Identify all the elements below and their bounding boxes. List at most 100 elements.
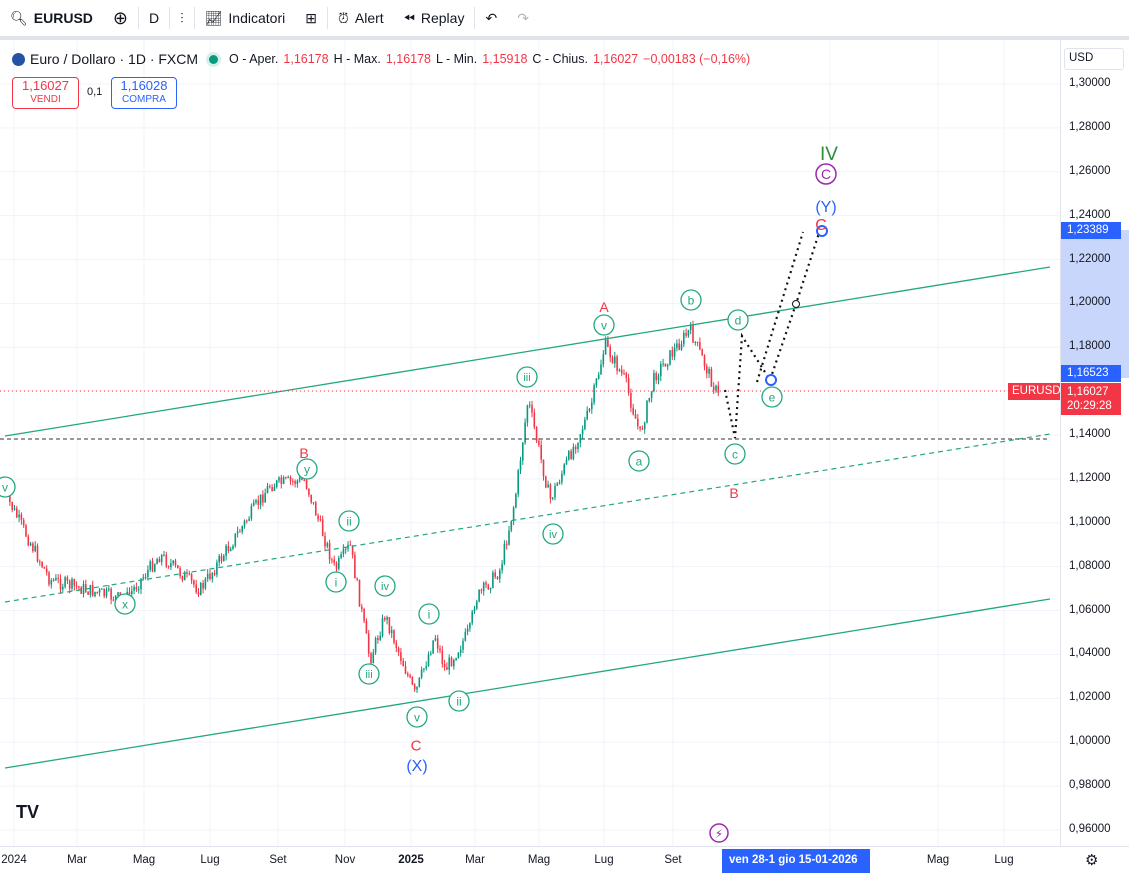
wave-label-x: x (122, 597, 128, 611)
candle-body (197, 592, 200, 595)
candle-body (524, 422, 526, 443)
wave-label-Cc: C (815, 217, 827, 234)
candle-body (225, 545, 227, 556)
symbol-search-button[interactable]: 🔍︎ EURUSD (10, 9, 93, 27)
candle-body (646, 400, 648, 423)
candle-body (234, 533, 237, 546)
indicators-button[interactable]: 📈︎ Indicatori (204, 9, 286, 27)
candle-body (618, 369, 621, 371)
wave-circle (542, 523, 564, 545)
wave-circle (0, 476, 16, 498)
candle-body (432, 640, 434, 654)
candle-body (177, 565, 179, 569)
price-tick-label: 1,10000 (1069, 515, 1111, 528)
candle-body (108, 588, 110, 590)
candle-body (156, 559, 158, 565)
interval-button[interactable]: D (149, 10, 160, 26)
currency-selector[interactable]: USD (1064, 48, 1124, 70)
candle-body (379, 635, 381, 640)
candle-body (216, 562, 218, 575)
sell-button[interactable]: 1,16027 VENDI (12, 77, 79, 109)
candles-icon: ⫶ (180, 9, 184, 26)
candle-body (262, 494, 264, 503)
candle-body (572, 447, 575, 459)
layouts-button[interactable]: ⊞ (295, 0, 327, 36)
candle-body (160, 554, 163, 563)
candle-body (669, 350, 671, 365)
candle-body (542, 459, 545, 477)
candle-body (154, 564, 156, 572)
undo-button[interactable]: ↶ (475, 0, 507, 36)
market-status-icon (209, 54, 219, 64)
price-tick-label: 1,02000 (1069, 691, 1111, 704)
candle-body (289, 476, 292, 481)
buy-button[interactable]: 1,16028 COMPRA (111, 77, 177, 109)
candle-body (227, 545, 230, 551)
target-point (816, 225, 828, 237)
candle-body (616, 356, 618, 371)
replay-button[interactable]: ⏪︎ Replay (403, 9, 465, 27)
price-tick-label: 1,06000 (1069, 603, 1111, 616)
settings-icon[interactable]: ⚙︎ (1085, 852, 1099, 869)
wave-label-B1: B (299, 445, 308, 461)
candle-body (200, 583, 202, 595)
candle-body (347, 544, 349, 549)
candle-body (673, 347, 676, 357)
candle-body (18, 514, 20, 518)
candle-body (706, 366, 708, 374)
price-scale[interactable]: USD 1,30000 1,28000 1,26000 1,24000 1,22000 1… (1060, 40, 1129, 846)
time-scale[interactable]: 2024MarMagLugSetNov2025MarMagLugSetarMag… (0, 846, 1129, 873)
candle-body (232, 545, 234, 550)
candle-body (666, 364, 669, 367)
candle-body (384, 617, 386, 620)
candle-body (133, 587, 135, 591)
candle-body (505, 543, 508, 545)
candle-body (22, 519, 25, 526)
candle-body (712, 386, 715, 391)
divider (326, 7, 328, 29)
price-chart[interactable]: ABBC(X)IVC(Y)vxyiiiiiiivviiiiiiivvabcdeC… (0, 40, 1060, 846)
events-icon[interactable]: ⚡︎ (709, 823, 729, 843)
candle-body (36, 545, 39, 562)
symbol-title[interactable]: Euro / Dollaro · 1D · FXCM (30, 51, 199, 67)
chart-type-button[interactable]: ⫶ (170, 0, 194, 36)
candle-body (492, 572, 494, 588)
redo-button[interactable]: ↷ (507, 0, 539, 36)
time-tick-label: 2025 (398, 854, 424, 866)
candle-body (439, 648, 441, 651)
candle-body (501, 563, 503, 571)
alert-button[interactable]: ⏰︎ Alert (337, 9, 384, 27)
candle-body (476, 601, 478, 609)
candle-body (32, 543, 34, 552)
candle-body (149, 561, 151, 570)
candle-body (388, 617, 391, 634)
candle-body (528, 404, 531, 406)
candle-body (218, 555, 220, 563)
candle-body (630, 392, 632, 408)
candle-body (39, 561, 41, 563)
candle-body (273, 486, 276, 491)
candle-body (434, 638, 437, 641)
wave-label-ii1: ii (346, 514, 351, 528)
candle-body (317, 515, 319, 520)
candle-body (365, 620, 368, 634)
candle-body (625, 373, 628, 379)
candle-body (535, 427, 538, 441)
wave-label-iv1: iv (381, 581, 389, 593)
candle-body (683, 333, 685, 345)
compare-button[interactable]: ⊕ (103, 0, 138, 36)
candle-body (119, 592, 122, 597)
candle-body (287, 476, 289, 478)
candle-body (167, 566, 170, 568)
wave-circle (628, 450, 650, 472)
price-tick-label: 1,26000 (1069, 164, 1111, 177)
candle-body (639, 426, 641, 429)
divider (474, 7, 476, 29)
candle-body (462, 640, 464, 650)
candle-body (420, 669, 423, 678)
marker-low-tag: 1,16523 (1061, 365, 1121, 382)
candle-body (694, 341, 697, 343)
candle-body (209, 573, 211, 580)
anchor-point (792, 300, 800, 308)
candle-body (533, 412, 536, 428)
